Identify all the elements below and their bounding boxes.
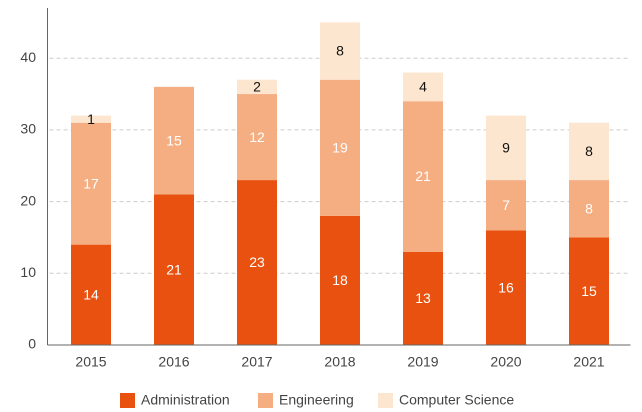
bar-segment: [71, 122, 111, 245]
legend-label: Administration: [141, 392, 230, 408]
bar-segment: [569, 237, 609, 345]
bar-segment: [569, 180, 609, 238]
bar-segment: [154, 194, 194, 345]
data-label: 15: [581, 283, 597, 299]
bar-segment: [237, 94, 277, 181]
data-label: 12: [249, 129, 265, 145]
bar-segment: [403, 251, 443, 345]
data-label: 14: [83, 287, 99, 303]
data-label: 18: [332, 272, 348, 288]
data-label: 15: [166, 132, 182, 148]
data-label: 2: [253, 79, 261, 95]
x-tick-label: 2018: [324, 354, 355, 370]
legend-swatch: [258, 393, 273, 408]
data-label: 7: [502, 197, 510, 213]
y-tick-label: 20: [20, 192, 36, 208]
bar-segment: [237, 79, 277, 95]
bar-segment: [71, 244, 111, 345]
y-tick-label: 10: [20, 264, 36, 280]
bar-segment: [486, 115, 526, 181]
data-label: 8: [585, 200, 593, 216]
data-label: 4: [419, 79, 427, 95]
data-label: 13: [415, 290, 431, 306]
bar-segment: [486, 180, 526, 231]
x-tick-label: 2016: [158, 354, 189, 370]
x-tick-label: 2019: [407, 354, 438, 370]
y-tick-label: 40: [20, 49, 36, 65]
x-tick-label: 2015: [75, 354, 106, 370]
bar-segment: [237, 180, 277, 345]
bar-segment: [403, 101, 443, 252]
data-label: 21: [166, 261, 182, 277]
data-label: 1: [87, 111, 95, 127]
x-tick-label: 2021: [573, 354, 604, 370]
bar-segment: [154, 86, 194, 195]
y-tick-label: 0: [28, 336, 36, 352]
data-label: 21: [415, 168, 431, 184]
legend-swatch: [378, 393, 393, 408]
bar-segment: [569, 122, 609, 181]
legend-label: Computer Science: [399, 392, 514, 408]
bar-segment: [486, 230, 526, 345]
data-label: 23: [249, 254, 265, 270]
data-label: 8: [585, 143, 593, 159]
data-label: 17: [83, 175, 99, 191]
y-tick-label: 30: [20, 121, 36, 137]
data-label: 19: [332, 140, 348, 156]
data-label: 9: [502, 140, 510, 156]
x-tick-label: 2017: [241, 354, 272, 370]
bar-segment: [320, 215, 360, 345]
data-label: 8: [336, 43, 344, 59]
x-tick-label: 2020: [490, 354, 521, 370]
bar-segment: [320, 22, 360, 80]
bar-segment: [71, 115, 111, 123]
bar-segment: [320, 79, 360, 216]
data-label: 16: [498, 279, 514, 295]
legend-swatch: [120, 393, 135, 408]
legend-label: Engineering: [279, 392, 354, 408]
bar-segment: [403, 72, 443, 102]
